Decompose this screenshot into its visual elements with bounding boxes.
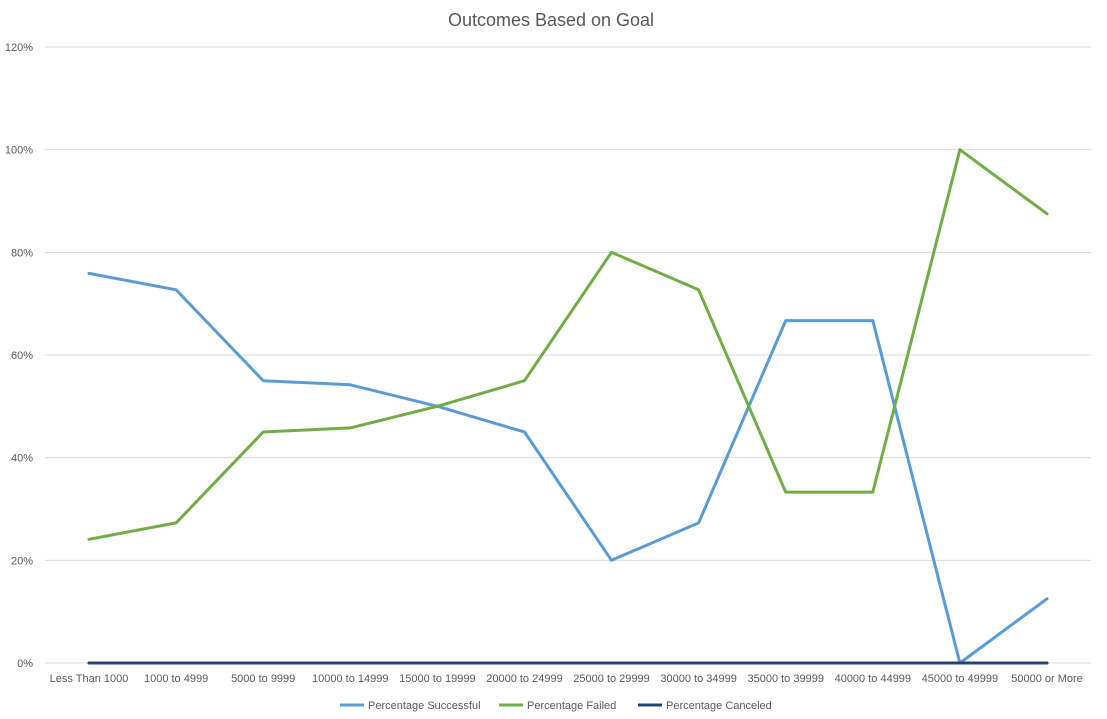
- x-tick-label: 1000 to 4999: [144, 673, 208, 685]
- legend-label: Percentage Failed: [527, 700, 616, 712]
- y-tick-label: 40%: [11, 453, 33, 465]
- y-tick-label: 100%: [5, 145, 33, 157]
- x-tick-label: 5000 to 9999: [231, 673, 295, 685]
- x-tick-label: 10000 to 14999: [312, 673, 388, 685]
- series-line-1: [87, 271, 1049, 665]
- series-line-2: [87, 148, 1049, 541]
- y-tick-label: 60%: [11, 350, 33, 362]
- x-tick-label: 15000 to 19999: [399, 673, 475, 685]
- series-lines: [87, 148, 1049, 665]
- y-axis-tick-labels: 0% 20% 40% 60% 80% 100% 120%: [5, 42, 33, 670]
- legend: Percentage Successful Percentage Failed Pe…: [340, 700, 772, 712]
- x-tick-label: 25000 to 29999: [573, 673, 649, 685]
- y-tick-label: 20%: [11, 555, 33, 567]
- y-tick-label: 0%: [17, 658, 33, 670]
- chart-title: Outcomes Based on Goal: [448, 10, 654, 30]
- y-tick-label: 80%: [11, 247, 33, 259]
- x-tick-label: 45000 to 49999: [922, 673, 998, 685]
- x-tick-label: 20000 to 24999: [486, 673, 562, 685]
- x-axis-tick-labels: Less Than 1000 1000 to 4999 5000 to 9999 10…: [50, 673, 1083, 685]
- x-tick-label: 50000 or More: [1011, 673, 1083, 685]
- x-tick-label: 35000 to 39999: [747, 673, 823, 685]
- x-tick-label: 30000 to 34999: [660, 673, 736, 685]
- y-tick-label: 120%: [5, 42, 33, 54]
- gridlines: [45, 46, 1091, 664]
- legend-label: Percentage Canceled: [666, 700, 772, 712]
- x-tick-label: Less Than 1000: [50, 673, 129, 685]
- x-tick-label: 40000 to 44999: [835, 673, 911, 685]
- legend-label: Percentage Successful: [368, 700, 481, 712]
